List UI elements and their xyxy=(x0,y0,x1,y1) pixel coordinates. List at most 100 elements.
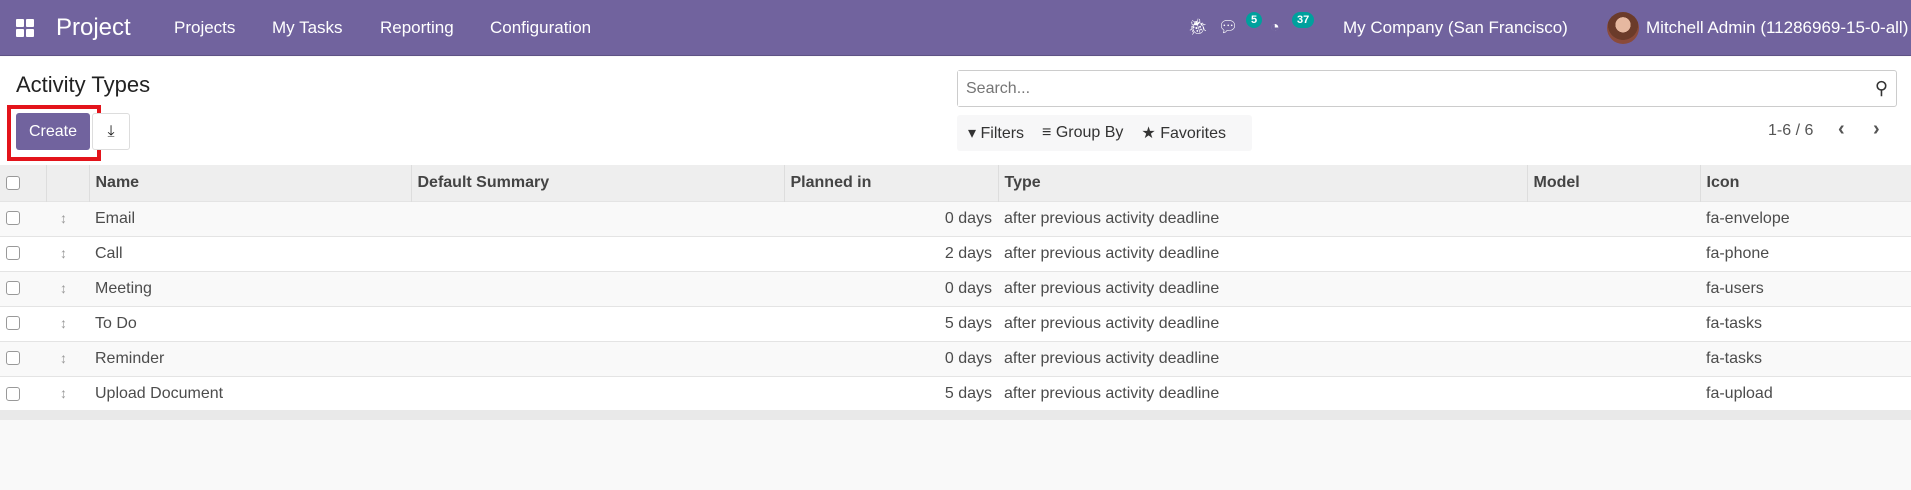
search-input[interactable] xyxy=(958,71,1838,106)
col-model[interactable]: Model xyxy=(1526,165,1700,201)
avatar[interactable] xyxy=(1607,12,1639,44)
cell-name[interactable]: To Do xyxy=(89,305,411,341)
cell-type[interactable]: after previous activity deadline xyxy=(998,235,1527,271)
drag-handle-icon[interactable]: ↕ xyxy=(60,384,67,401)
cell-type[interactable]: after previous activity deadline xyxy=(998,305,1527,341)
select-all[interactable] xyxy=(0,165,46,201)
cell-name[interactable]: Reminder xyxy=(89,340,411,376)
search-options: ▾ Filters ≡ Group By ★ Favorites xyxy=(957,115,1252,151)
cell-planned[interactable]: 0 days xyxy=(784,200,998,236)
cell-planned[interactable]: 5 days xyxy=(784,375,998,411)
drag-handle-icon[interactable]: ↕ xyxy=(60,209,67,226)
cell-summary[interactable] xyxy=(411,375,784,411)
row-select[interactable] xyxy=(0,375,46,411)
user-menu[interactable]: Mitchell Admin (11286969-15-0-all) xyxy=(1646,18,1909,37)
cell-planned[interactable]: 0 days xyxy=(784,340,998,376)
table-row[interactable]: ↕ Upload Document 5 days after previous … xyxy=(0,375,1911,411)
bug-icon[interactable]: 🐞︎ xyxy=(1188,19,1209,36)
row-checkbox[interactable] xyxy=(6,351,20,366)
menu-projects[interactable]: Projects xyxy=(174,18,236,37)
filters-button[interactable]: ▾ Filters xyxy=(968,125,1025,142)
row-checkbox[interactable] xyxy=(6,316,20,331)
cell-name[interactable]: Call xyxy=(89,235,411,271)
create-button[interactable]: Create xyxy=(16,113,90,150)
group-by-button[interactable]: ≡ Group By xyxy=(1042,124,1124,141)
row-checkbox[interactable] xyxy=(6,211,20,226)
cell-summary[interactable] xyxy=(411,270,784,306)
cell-model[interactable] xyxy=(1527,340,1700,376)
row-select[interactable] xyxy=(0,235,46,271)
cell-icon[interactable]: fa-tasks xyxy=(1700,340,1911,376)
drag-handle-icon[interactable]: ↕ xyxy=(60,244,67,261)
cell-model[interactable] xyxy=(1527,200,1700,236)
cell-name[interactable]: Meeting xyxy=(89,270,411,306)
cell-icon[interactable]: fa-tasks xyxy=(1700,305,1911,341)
cell-model[interactable] xyxy=(1527,270,1700,306)
cell-icon[interactable]: fa-phone xyxy=(1700,235,1911,271)
col-icon[interactable]: Icon xyxy=(1699,165,1911,201)
table-row[interactable]: ↕ Reminder 0 days after previous activit… xyxy=(0,340,1911,376)
cell-icon[interactable]: fa-users xyxy=(1700,270,1911,306)
handle-header xyxy=(45,165,89,201)
row-select[interactable] xyxy=(0,270,46,306)
app-title[interactable]: Project xyxy=(56,14,131,41)
drag-handle-icon[interactable]: ↕ xyxy=(60,349,67,366)
search-icon[interactable]: ⚲ xyxy=(1874,78,1888,98)
cell-icon[interactable]: fa-upload xyxy=(1700,375,1911,411)
activities-badge: 37 xyxy=(1292,12,1315,28)
row-select[interactable] xyxy=(0,200,46,236)
table-row[interactable]: ↕ Call 2 days after previous activity de… xyxy=(0,235,1911,271)
cell-summary[interactable] xyxy=(411,200,784,236)
drag-handle[interactable]: ↕ xyxy=(46,340,89,376)
table-row[interactable]: ↕ To Do 5 days after previous activity d… xyxy=(0,305,1911,341)
drag-handle[interactable]: ↕ xyxy=(46,375,89,411)
cell-type[interactable]: after previous activity deadline xyxy=(998,340,1527,376)
menu-configuration[interactable]: Configuration xyxy=(490,18,592,37)
row-checkbox[interactable] xyxy=(6,281,20,296)
drag-handle[interactable]: ↕ xyxy=(46,200,89,236)
cell-name[interactable]: Email xyxy=(89,200,411,236)
col-type[interactable]: Type xyxy=(997,165,1527,201)
row-checkbox[interactable] xyxy=(6,246,20,261)
chat-icon[interactable]: 💬︎ xyxy=(1218,19,1239,36)
drag-handle[interactable]: ↕ xyxy=(46,270,89,306)
col-default-summary[interactable]: Default Summary xyxy=(410,165,784,201)
table-row[interactable]: ↕ Meeting 0 days after previous activity… xyxy=(0,270,1911,306)
app-menu-icon[interactable] xyxy=(16,19,34,37)
menu-my-tasks[interactable]: My Tasks xyxy=(272,18,343,37)
menu-reporting[interactable]: Reporting xyxy=(380,18,454,37)
pager-next-icon[interactable]: › xyxy=(1873,118,1880,140)
drag-handle-icon[interactable]: ↕ xyxy=(60,279,67,296)
table-row[interactable]: ↕ Email 0 days after previous activity d… xyxy=(0,200,1911,236)
select-all-checkbox[interactable] xyxy=(6,175,20,190)
favorites-label: Favorites xyxy=(1160,125,1227,142)
favorites-button[interactable]: ★ Favorites xyxy=(1141,125,1227,142)
cell-model[interactable] xyxy=(1527,305,1700,341)
drag-handle[interactable]: ↕ xyxy=(46,305,89,341)
col-name[interactable]: Name xyxy=(88,165,411,201)
company-switcher[interactable]: My Company (San Francisco) xyxy=(1343,18,1568,37)
cell-name[interactable]: Upload Document xyxy=(89,375,411,411)
row-checkbox[interactable] xyxy=(6,386,20,401)
col-planned-in[interactable]: Planned in xyxy=(783,165,998,201)
drag-handle[interactable]: ↕ xyxy=(46,235,89,271)
row-select[interactable] xyxy=(0,340,46,376)
cell-planned[interactable]: 0 days xyxy=(784,270,998,306)
cell-summary[interactable] xyxy=(411,235,784,271)
pager-prev-icon[interactable]: ‹ xyxy=(1838,118,1845,140)
row-select[interactable] xyxy=(0,305,46,341)
cell-planned[interactable]: 5 days xyxy=(784,305,998,341)
cell-model[interactable] xyxy=(1527,375,1700,411)
cell-model[interactable] xyxy=(1527,235,1700,271)
cell-icon[interactable]: fa-envelope xyxy=(1700,200,1911,236)
download-icon[interactable]: ⤓ xyxy=(92,113,130,150)
cell-summary[interactable] xyxy=(411,305,784,341)
clock-icon[interactable]: ◔ xyxy=(1270,19,1280,36)
cell-type[interactable]: after previous activity deadline xyxy=(998,375,1527,411)
pager-value[interactable]: 1-6 / 6 xyxy=(1768,122,1814,139)
cell-type[interactable]: after previous activity deadline xyxy=(998,200,1527,236)
drag-handle-icon[interactable]: ↕ xyxy=(60,314,67,331)
cell-type[interactable]: after previous activity deadline xyxy=(998,270,1527,306)
cell-planned[interactable]: 2 days xyxy=(784,235,998,271)
cell-summary[interactable] xyxy=(411,340,784,376)
